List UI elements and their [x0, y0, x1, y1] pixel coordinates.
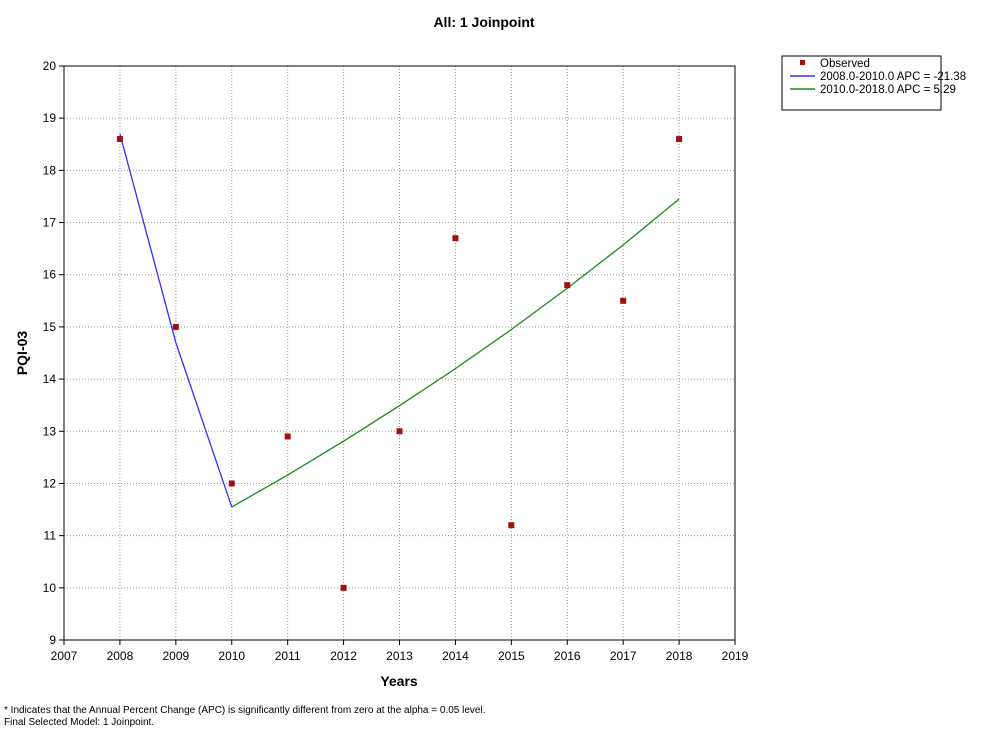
x-tick-label: 2016: [554, 649, 581, 663]
y-tick-label: 18: [43, 163, 57, 177]
legend-entry-label: 2010.0-2018.0 APC = 5.29: [820, 84, 956, 96]
observed-point: [508, 522, 514, 528]
x-axis-ticks: 2007 2008 2009 2010 2011 2012 2013 2014 2015 2016…: [51, 640, 749, 663]
plot-area: [64, 66, 735, 640]
y-axis-ticks: 9 10 11 12 13 14 15 16 17 18 19 20: [43, 59, 64, 647]
observed-point: [397, 428, 403, 434]
x-tick-label: 2012: [330, 649, 357, 663]
y-tick-label: 14: [43, 372, 57, 386]
grid-lines: [64, 66, 735, 640]
y-tick-label: 13: [43, 424, 57, 438]
x-tick-label: 2013: [386, 649, 413, 663]
y-tick-label: 11: [44, 529, 57, 543]
x-tick-label: 2018: [666, 649, 693, 663]
y-tick-label: 20: [43, 59, 57, 73]
y-tick-label: 9: [49, 633, 56, 647]
observed-point: [620, 298, 626, 304]
y-tick-label: 19: [43, 111, 57, 125]
observed-point: [173, 324, 179, 330]
y-tick-label: 12: [43, 476, 57, 490]
y-axis-label: PQI-03: [14, 331, 30, 376]
x-tick-label: 2010: [218, 649, 245, 663]
x-tick-label: 2009: [162, 649, 189, 663]
x-tick-label: 2017: [610, 649, 637, 663]
legend-marker-observed: [800, 60, 805, 65]
observed-point: [452, 235, 458, 241]
y-tick-label: 10: [43, 581, 57, 595]
x-tick-label: 2019: [722, 649, 749, 663]
footnote-final-model: Final Selected Model: 1 Joinpoint.: [4, 717, 154, 729]
observed-point: [285, 433, 291, 439]
observed-point: [117, 136, 123, 142]
x-tick-label: 2015: [498, 649, 525, 663]
observed-point: [341, 585, 347, 591]
x-axis-label: Years: [380, 673, 418, 689]
observed-point: [229, 480, 235, 486]
x-tick-label: 2011: [275, 649, 301, 663]
x-tick-label: 2007: [51, 649, 78, 663]
x-tick-label: 2008: [107, 649, 134, 663]
legend-entry-label: Observed: [820, 58, 870, 70]
chart-title: All: 1 Joinpoint: [433, 14, 534, 30]
footnote-significance: * Indicates that the Annual Percent Chan…: [4, 705, 485, 717]
segment-2010-2018-line: [232, 199, 679, 507]
observed-point: [676, 136, 682, 142]
y-tick-label: 16: [43, 268, 57, 282]
legend-entry-label: 2008.0-2010.0 APC = -21.38: [820, 71, 966, 83]
y-tick-label: 15: [43, 320, 57, 334]
y-tick-label: 17: [43, 216, 57, 230]
observed-point: [564, 282, 570, 288]
x-tick-label: 2014: [442, 649, 469, 663]
